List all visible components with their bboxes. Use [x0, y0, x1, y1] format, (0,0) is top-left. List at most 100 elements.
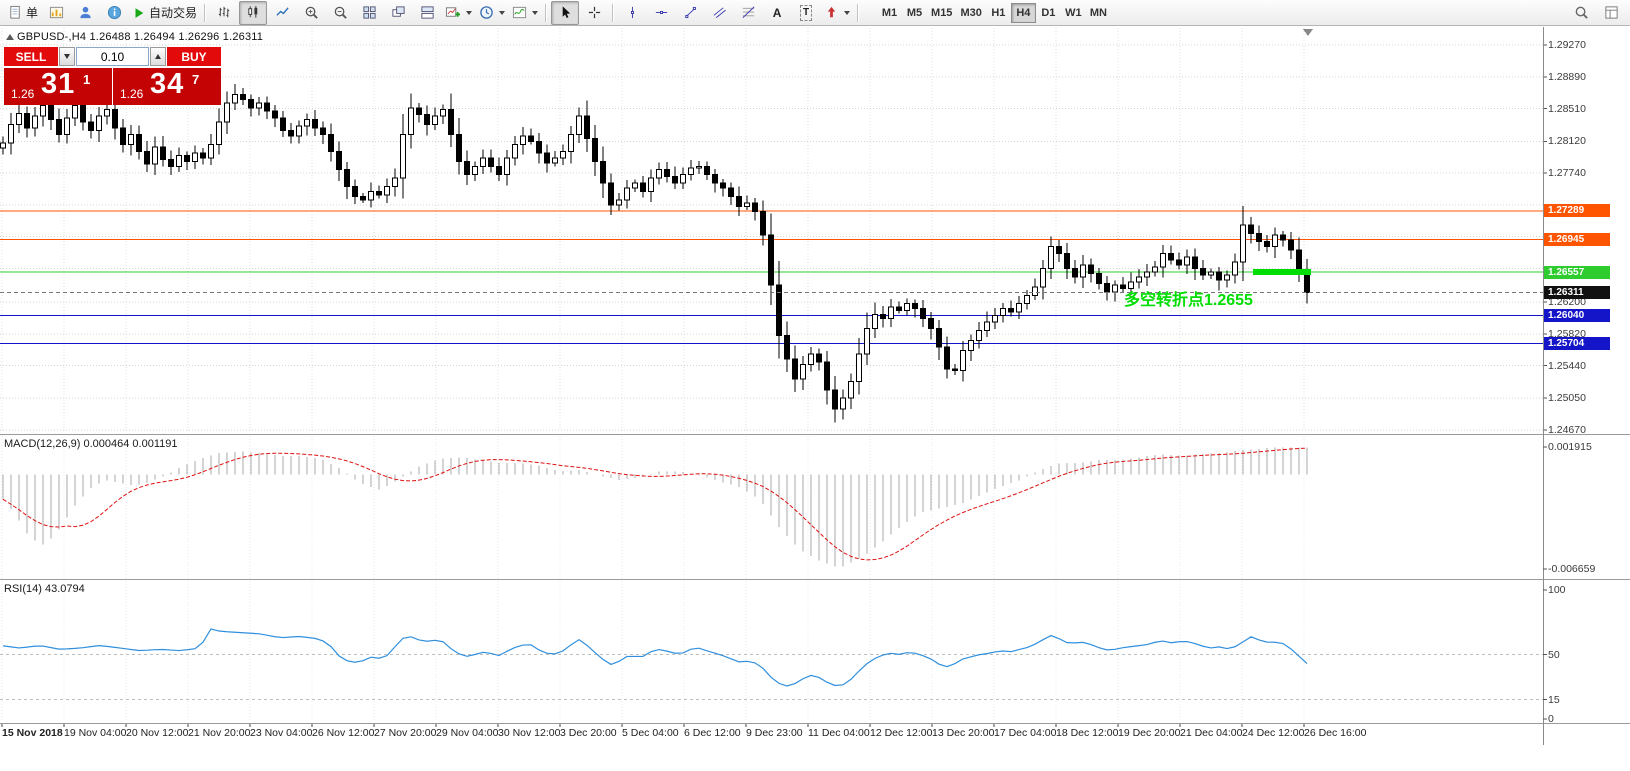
main-toolbar: 单 自动交易: [0, 0, 1630, 26]
rsi-line: [2, 628, 1308, 687]
text-tool-button[interactable]: A: [763, 1, 791, 25]
time-axis-label: 17 Dec 04:00: [994, 727, 1057, 739]
chart-annotation-text[interactable]: 多空转折点1.2655: [1124, 292, 1253, 309]
cascade-windows-button[interactable]: [384, 1, 412, 25]
timeframe-mn[interactable]: MN: [1089, 6, 1107, 19]
zoom-in-button[interactable]: [297, 1, 325, 25]
trendline-button[interactable]: [676, 1, 704, 25]
volume-down-button[interactable]: [59, 47, 75, 66]
fibonacci-button[interactable]: [734, 1, 762, 25]
new-order-icon: [10, 5, 20, 19]
autotrade-label: 自动交易: [149, 6, 198, 20]
timeframe-h1[interactable]: H1: [991, 6, 1006, 19]
macd-axis-label: -0.006659: [1548, 563, 1596, 576]
rsi-axis-label: 50: [1548, 648, 1560, 661]
sell-price-display[interactable]: 1.26 31 1: [4, 68, 112, 105]
timeframe-d1[interactable]: D1: [1041, 6, 1056, 19]
toolbar-separator: [857, 3, 860, 22]
time-axis-label: 5 Dec 04:00: [622, 727, 679, 739]
arrows-button[interactable]: [821, 1, 853, 25]
toolbar-separator: [612, 3, 615, 22]
channel-button[interactable]: [705, 1, 733, 25]
cursor-icon: [562, 6, 570, 19]
timeframe-w1[interactable]: W1: [1065, 6, 1082, 19]
crosshair-button[interactable]: [580, 1, 608, 25]
sell-price-prefix: 1.26: [11, 87, 35, 101]
data-window-button[interactable]: [71, 1, 99, 25]
chevron-down-icon: [532, 10, 539, 15]
vertical-line-button[interactable]: [618, 1, 646, 25]
price-axis-label: 1.28120: [1548, 135, 1586, 148]
time-axis-label: 23 Nov 04:00: [250, 727, 313, 739]
cursor-button[interactable]: [551, 0, 580, 25]
navigator-button[interactable]: [100, 1, 128, 25]
fibonacci-icon: [742, 6, 754, 18]
time-axis-label: 26 Dec 16:00: [1304, 727, 1367, 739]
sell-price-big: 31: [41, 68, 76, 100]
period-button[interactable]: [476, 1, 508, 25]
new-order-button[interactable]: 单: [5, 1, 41, 25]
new-chart-button[interactable]: [442, 1, 475, 25]
indicators-button[interactable]: [509, 1, 541, 25]
price-axis-label: 1.28890: [1548, 70, 1586, 83]
price-axis-label: 1.25050: [1548, 392, 1586, 405]
highlight-segment: [1253, 269, 1311, 276]
line-chart-icon: [275, 7, 289, 16]
symbol-marker-icon: [6, 34, 14, 40]
time-axis-label: 9 Dec 23:00: [746, 727, 803, 739]
time-axis-label: 21 Dec 04:00: [1180, 727, 1243, 739]
tile-windows-button[interactable]: [355, 1, 383, 25]
rsi-axis-label: 100: [1548, 584, 1566, 596]
timeframe-m5[interactable]: M5: [906, 6, 923, 19]
tile-windows-icon: [362, 6, 376, 19]
crosshair-icon: [588, 6, 600, 19]
time-axis-label: 15 Nov 2018: [2, 727, 63, 739]
clock-icon: [480, 6, 493, 19]
candlestick-chart-button[interactable]: [239, 0, 268, 25]
timeframe-m1[interactable]: M1: [881, 6, 898, 19]
sell-price-sup: 1: [83, 72, 91, 87]
buy-price-display[interactable]: 1.26 34 7: [113, 68, 221, 105]
timeframe-m15[interactable]: M15: [931, 6, 953, 19]
candlestick-icon: [247, 5, 257, 18]
buy-price-sup: 7: [192, 72, 200, 87]
shift-marker-icon: [1303, 29, 1313, 36]
timeframe-h4[interactable]: H4: [1010, 2, 1036, 23]
level-line-label: 1.26557: [1544, 265, 1610, 279]
volume-up-button[interactable]: [150, 47, 166, 66]
text-label-button[interactable]: T: [792, 1, 820, 25]
new-order-label: 单: [26, 6, 39, 20]
time-axis-label: 24 Dec 12:00: [1242, 727, 1305, 739]
line-chart-button[interactable]: [268, 1, 296, 25]
buy-button[interactable]: BUY: [167, 47, 221, 66]
search-button[interactable]: [1567, 1, 1595, 25]
arrow-shape-icon: [827, 6, 836, 18]
autotrade-button[interactable]: 自动交易: [129, 1, 200, 25]
zoom-out-button[interactable]: [326, 1, 354, 25]
panels-button[interactable]: [1597, 1, 1625, 25]
volume-input[interactable]: [76, 47, 149, 66]
vertical-line-icon: [630, 6, 634, 19]
price-axis-label: 1.25820: [1548, 327, 1586, 340]
channel-icon: [713, 7, 726, 19]
macd-signal-line: [2, 447, 1308, 561]
time-axis-label: 30 Nov 12:00: [498, 727, 561, 739]
market-watch-button[interactable]: [42, 1, 70, 25]
time-axis-label: 11 Dec 04:00: [808, 727, 870, 739]
text-label-icon: T: [799, 4, 813, 21]
timeframe-m30[interactable]: M30: [960, 6, 982, 19]
sell-button[interactable]: SELL: [4, 47, 58, 66]
bar-chart-button[interactable]: [210, 1, 238, 25]
time-axis-label: 29 Nov 04:00: [436, 727, 499, 739]
info-icon: [107, 5, 121, 20]
time-axis-label: 27 Nov 20:00: [374, 727, 437, 739]
price-axis-label: 1.29270: [1548, 39, 1586, 51]
toolbar-separator: [204, 3, 207, 22]
arrange-windows-button[interactable]: [413, 1, 441, 25]
time-axis-label: 13 Dec 20:00: [932, 727, 995, 739]
current-price-label: 1.26311: [1544, 286, 1610, 300]
toolbar-separator: [545, 3, 548, 22]
horizontal-line-button[interactable]: [647, 1, 675, 25]
